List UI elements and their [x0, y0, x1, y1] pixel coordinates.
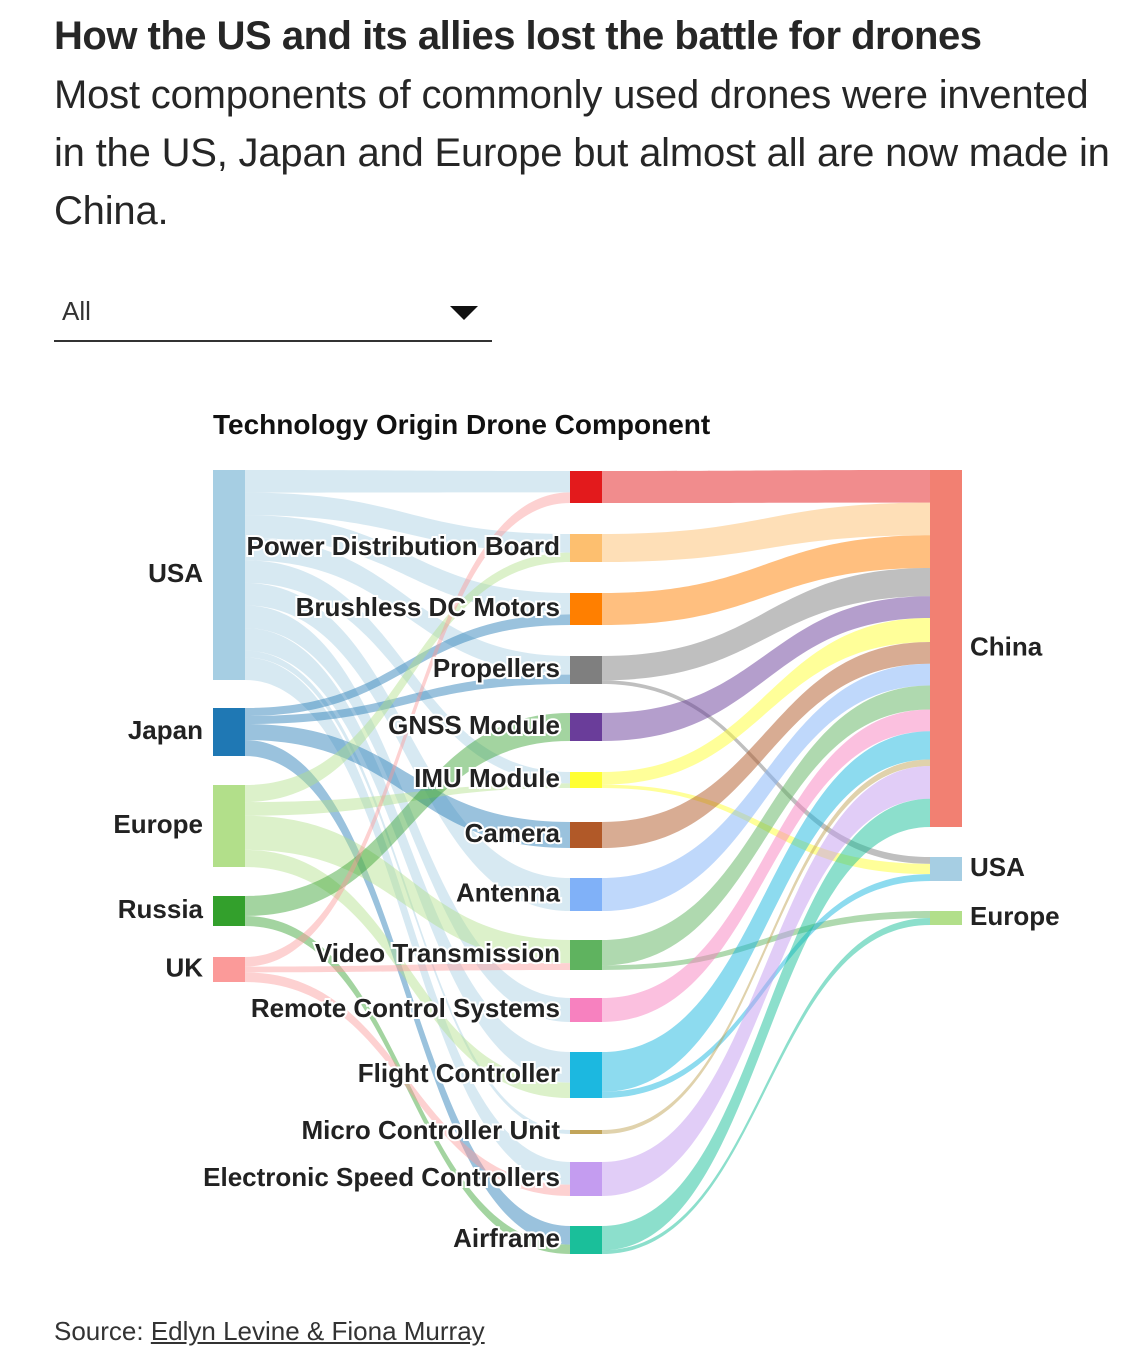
sankey-labels: Technology Origin Drone Component USA Japan…	[111, 409, 1061, 1255]
column-header-component: Drone Component	[466, 409, 710, 440]
destination-node-usa	[930, 857, 962, 881]
origin-node-japan	[213, 708, 245, 756]
link-usa-to-electronic-speed-controllers	[245, 657, 570, 1185]
link-usa-to-propellers	[245, 537, 570, 675]
link-russia-to-gnss-module	[245, 713, 570, 916]
component-label-imu-module: IMU Module	[414, 763, 560, 793]
component-node-video-transmission	[570, 940, 602, 970]
source-line: Source: Edlyn Levine & Fiona Murray	[54, 1316, 485, 1347]
link-brushless-dc-motors-to-china	[602, 535, 930, 625]
sankey-chart: Technology Origin Drone Component USA Japan…	[111, 409, 1061, 1255]
link-europe-to-power-distribution-board	[245, 552, 570, 803]
component-label-remote-control-systems: Remote Control Systems	[251, 993, 560, 1023]
link-unlabeled-to-china	[602, 470, 930, 503]
link-propellers-to-china	[602, 567, 930, 681]
origin-node-uk	[213, 957, 245, 982]
component-node-airframe	[570, 1226, 602, 1254]
component-label-electronic-speed-controllers: Electronic Speed Controllers	[203, 1162, 560, 1192]
link-uk-to-video-transmission	[245, 963, 570, 973]
destination-node-china	[930, 470, 962, 827]
component-label-camera: Camera	[465, 818, 561, 848]
sankey-links	[245, 470, 930, 1254]
link-usa-to-unlabeled	[245, 470, 570, 493]
link-usa-to-remote-control-systems	[245, 605, 570, 1022]
origin-node-europe	[213, 785, 245, 867]
link-antenna-to-china	[602, 663, 930, 911]
link-gnss-module-to-china	[602, 596, 930, 741]
source-link[interactable]: Edlyn Levine & Fiona Murray	[150, 1316, 485, 1346]
origin-label-japan: Japan	[128, 715, 203, 745]
link-usa-to-brushless-dc-motors	[245, 515, 570, 615]
link-uk-to-electronic-speed-controllers	[245, 972, 570, 1196]
origin-label-europe: Europe	[113, 809, 203, 839]
component-label-gnss-module: GNSS Module	[388, 710, 560, 740]
component-label-brushless-dc-motors: Brushless DC Motors	[296, 592, 560, 622]
component-node-micro-controller-unit	[570, 1130, 602, 1134]
link-japan-to-brushless-dc-motors	[245, 614, 570, 716]
source-label: Source:	[54, 1316, 151, 1346]
component-node-power-distribution-board	[570, 534, 602, 562]
link-japan-to-camera	[245, 724, 570, 848]
link-usa-to-micro-controller-unit	[245, 650, 570, 1134]
destination-label-china: China	[970, 631, 1043, 661]
link-europe-to-video-transmission	[245, 815, 570, 964]
link-japan-to-airframe	[245, 740, 570, 1245]
link-japan-to-propellers	[245, 674, 570, 724]
component-node-antenna	[570, 878, 602, 911]
origin-node-russia	[213, 896, 245, 926]
component-node-propellers	[570, 656, 602, 684]
link-airframe-to-china	[602, 798, 930, 1251]
link-usa-to-imu-module	[245, 560, 570, 784]
sankey-nodes	[213, 470, 962, 1254]
origin-label-russia: Russia	[118, 894, 204, 924]
component-node-electronic-speed-controllers	[570, 1162, 602, 1196]
dropdown-selected-value: All	[62, 296, 91, 326]
link-camera-to-china	[602, 641, 930, 848]
chart-subtitle: Most components of commonly used drones …	[54, 73, 1110, 233]
link-electronic-speed-controllers-to-china	[602, 766, 930, 1196]
component-node-flight-controller	[570, 1052, 602, 1098]
component-node-remote-control-systems	[570, 998, 602, 1022]
link-imu-module-to-china	[602, 618, 930, 785]
component-node-brushless-dc-motors	[570, 593, 602, 625]
origin-label-uk: UK	[165, 952, 203, 982]
component-label-propellers: Propellers	[433, 653, 560, 683]
link-remote-control-systems-to-china	[602, 709, 930, 1022]
component-label-flight-controller: Flight Controller	[358, 1058, 560, 1088]
link-europe-to-flight-controller	[245, 849, 570, 1098]
component-label-micro-controller-unit: Micro Controller Unit	[301, 1115, 560, 1145]
link-power-distribution-board-to-china	[602, 502, 930, 562]
link-airframe-to-europe	[602, 918, 930, 1254]
link-russia-to-airframe	[245, 916, 570, 1254]
origin-node-usa	[213, 470, 245, 680]
link-flight-controller-to-china	[602, 731, 930, 1092]
link-usa-to-power-distribution-board	[245, 492, 570, 553]
link-video-transmission-to-europe	[602, 911, 930, 970]
link-usa-to-flight-controller	[245, 628, 570, 1083]
chart-title: How the US and its allies lost the battl…	[54, 14, 982, 58]
origin-label-usa: USA	[148, 558, 203, 588]
destination-label-europe: Europe	[970, 901, 1060, 931]
component-label-power-distribution-board: Power Distribution Board	[247, 531, 560, 561]
component-node-imu-module	[570, 772, 602, 788]
component-node-camera	[570, 822, 602, 848]
origin-filter-dropdown[interactable]: All	[54, 288, 492, 342]
link-uk-to-unlabeled	[245, 492, 570, 967]
destination-node-europe	[930, 911, 962, 925]
link-europe-to-imu-module	[245, 783, 570, 816]
component-label-video-transmission: Video Transmission	[315, 938, 560, 968]
component-label-antenna: Antenna	[456, 877, 561, 907]
link-usa-to-antenna	[245, 582, 570, 911]
component-node-gnss-module	[570, 713, 602, 741]
component-node-unlabeled	[570, 471, 602, 503]
column-header-origin: Technology Origin	[213, 409, 458, 440]
link-video-transmission-to-china	[602, 685, 930, 966]
component-label-airframe: Airframe	[453, 1223, 560, 1253]
link-micro-controller-unit-to-china	[602, 759, 930, 1134]
chevron-down-icon	[450, 306, 478, 320]
destination-label-usa: USA	[970, 852, 1025, 882]
